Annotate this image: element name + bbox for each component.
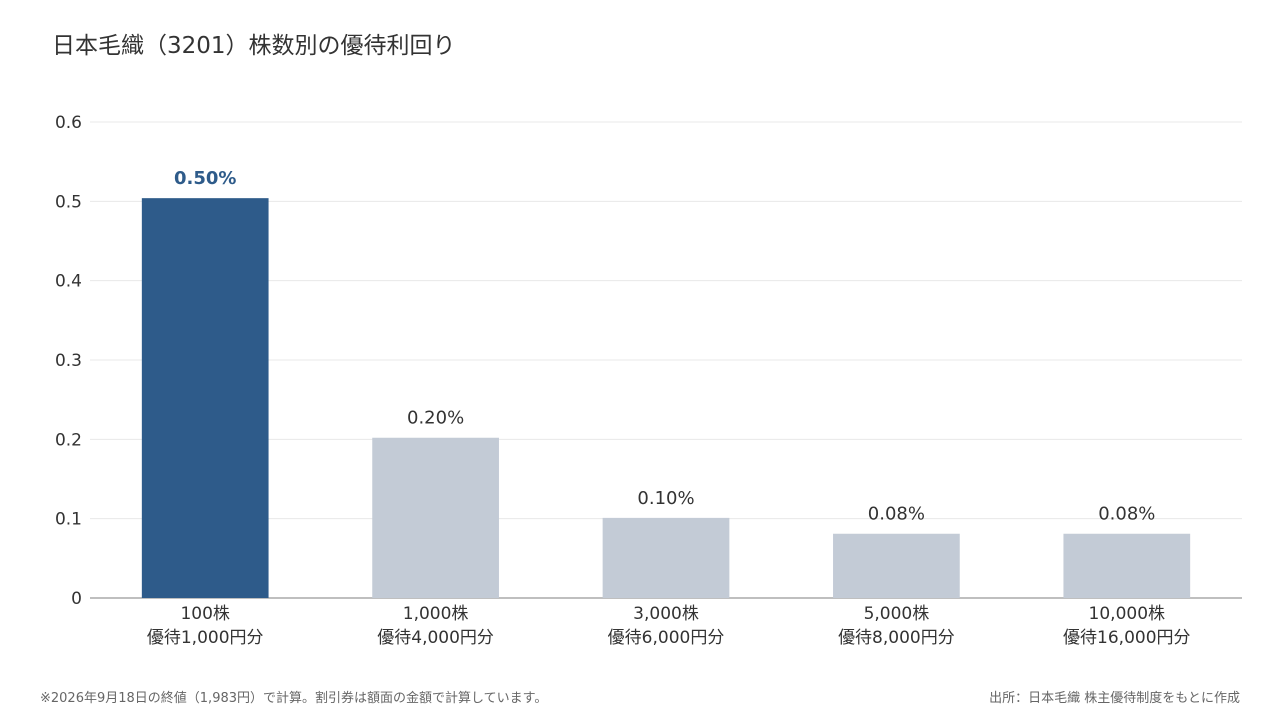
x-tick-label: 優待6,000円分 [608,628,725,648]
data-label: 0.50% [174,168,236,189]
x-tick-label: 10,000株 [1089,604,1165,624]
y-tick-label: 0.5 [55,192,82,212]
footnote: ※2026年9月18日の終値（1,983円）で計算。割引券は額面の金額で計算して… [40,691,548,706]
y-tick-label: 0.6 [55,113,82,133]
bar [602,517,730,598]
source-note: 出所：日本毛織 株主優待制度をもとに作成 [989,691,1240,706]
x-tick-label: 1,000株 [403,604,469,624]
bar [372,437,499,598]
x-tick-label: 優待16,000円分 [1063,628,1190,648]
x-tick-label: 3,000株 [633,604,699,624]
y-tick-label: 0.2 [55,430,82,450]
chart-title: 日本毛織（3201）株数別の優待利回り [52,33,456,59]
y-tick-label: 0 [71,589,82,609]
data-label: 0.10% [637,488,694,509]
data-label: 0.08% [868,504,925,525]
x-tick-label: 100株 [180,604,229,624]
x-tick-label: 5,000株 [864,604,930,624]
y-tick-label: 0.3 [55,351,82,371]
bar [833,533,960,598]
x-tick-label: 優待1,000円分 [147,628,264,648]
x-tick-label: 優待8,000円分 [838,628,955,648]
data-label: 0.20% [407,408,464,429]
y-tick-label: 0.4 [55,272,82,292]
bar [141,198,269,598]
x-tick-label: 優待4,000円分 [377,628,494,648]
y-tick-label: 0.1 [55,510,82,530]
bar [1063,533,1191,598]
data-label: 0.08% [1098,504,1155,525]
